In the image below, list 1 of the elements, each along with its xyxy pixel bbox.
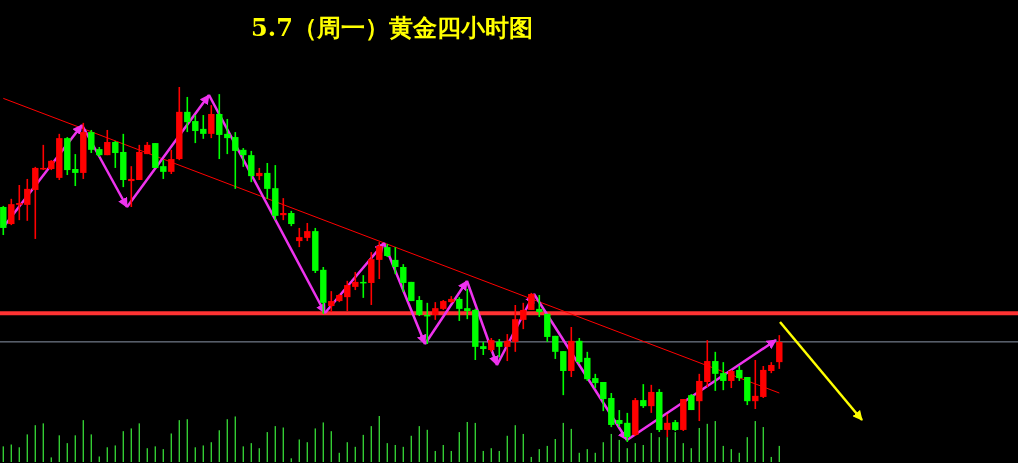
- chart-title: 5.7（周一）黄金四小时图: [251, 13, 533, 42]
